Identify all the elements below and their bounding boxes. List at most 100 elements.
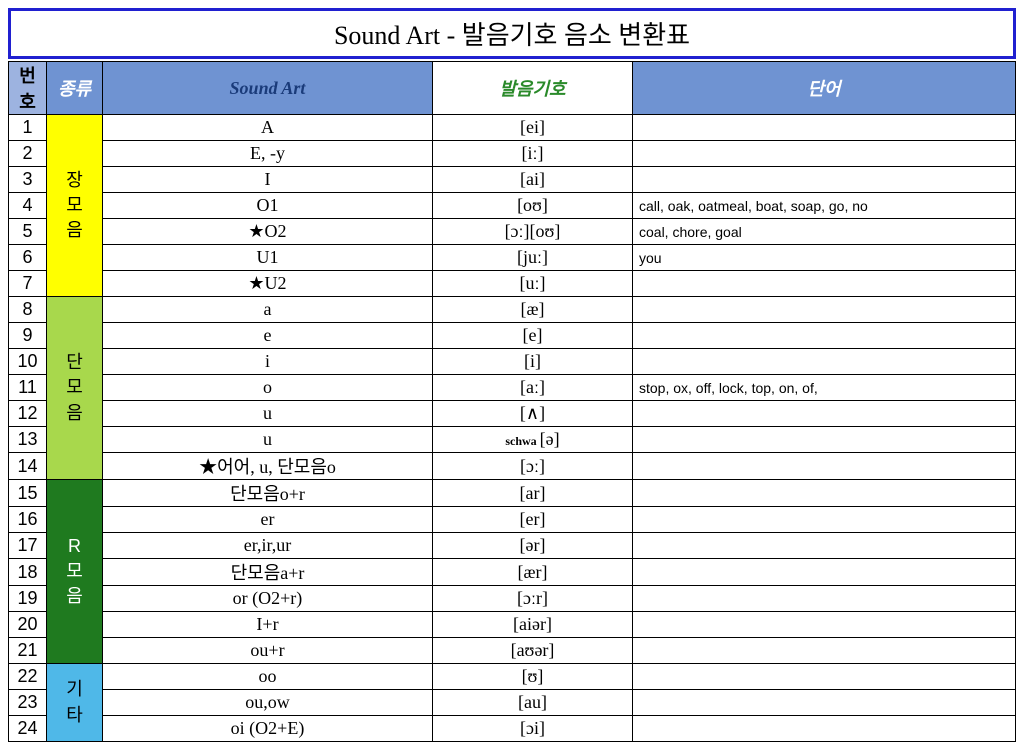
cell-ipa: [oʊ]: [433, 193, 633, 219]
cell-word: [633, 533, 1016, 559]
cell-sound-art: I: [103, 167, 433, 193]
cell-sound-art: i: [103, 349, 433, 375]
table-row: 15R 모 음단모음o+r[ar]: [9, 480, 1016, 507]
cell-sound-art: a: [103, 297, 433, 323]
table-row: 14★어어, u, 단모음o[ɔː]: [9, 453, 1016, 480]
page-title: Sound Art - 발음기호 음소 변환표: [8, 8, 1016, 59]
table-row: 11o[aː]stop, ox, off, lock, top, on, of,: [9, 375, 1016, 401]
table-row: 4O1[oʊ]call, oak, oatmeal, boat, soap, g…: [9, 193, 1016, 219]
cell-word: [633, 612, 1016, 638]
cell-sound-art: 단모음o+r: [103, 480, 433, 507]
cell-sound-art: ★U2: [103, 271, 433, 297]
cell-sound-art: A: [103, 115, 433, 141]
cell-num: 4: [9, 193, 47, 219]
table-row: 16er[er]: [9, 507, 1016, 533]
cell-sound-art: u: [103, 427, 433, 453]
cell-ipa: [æ]: [433, 297, 633, 323]
ipa-prefix: schwa: [505, 434, 539, 448]
cell-ipa: [∧]: [433, 401, 633, 427]
cell-word: [633, 323, 1016, 349]
cell-word: [633, 349, 1016, 375]
cell-sound-art: er,ir,ur: [103, 533, 433, 559]
cell-ipa: [ɔː][oʊ]: [433, 219, 633, 245]
cell-word: coal, chore, goal: [633, 219, 1016, 245]
group-label: 기 타: [47, 664, 103, 742]
table-row: 22기 타oo[ʊ]: [9, 664, 1016, 690]
cell-ipa: [juː]: [433, 245, 633, 271]
cell-sound-art: O1: [103, 193, 433, 219]
cell-sound-art: I+r: [103, 612, 433, 638]
cell-num: 13: [9, 427, 47, 453]
cell-word: [633, 297, 1016, 323]
cell-ipa: [ɔːr]: [433, 586, 633, 612]
cell-word: you: [633, 245, 1016, 271]
cell-ipa: [aiər]: [433, 612, 633, 638]
table-row: 24oi (O2+E)[ɔi]: [9, 716, 1016, 742]
cell-ipa: [ar]: [433, 480, 633, 507]
cell-sound-art: e: [103, 323, 433, 349]
cell-word: [633, 141, 1016, 167]
cell-sound-art: ★어어, u, 단모음o: [103, 453, 433, 480]
cell-ipa: [iː]: [433, 141, 633, 167]
cell-ipa: [e]: [433, 323, 633, 349]
cell-num: 22: [9, 664, 47, 690]
table-row: 17 er,ir,ur[ər]: [9, 533, 1016, 559]
table-row: 1장 모 음A[ei]: [9, 115, 1016, 141]
cell-num: 16: [9, 507, 47, 533]
cell-ipa: [au]: [433, 690, 633, 716]
cell-num: 23: [9, 690, 47, 716]
cell-word: [633, 664, 1016, 690]
cell-num: 19: [9, 586, 47, 612]
table-body: 1장 모 음A[ei]2E, -y[iː]3I[ai]4O1[oʊ]call, …: [9, 115, 1016, 742]
col-header-kind: 종류: [47, 62, 103, 115]
table-row: 23 ou,ow[au]: [9, 690, 1016, 716]
cell-ipa: [ai]: [433, 167, 633, 193]
col-header-art: Sound Art: [103, 62, 433, 115]
cell-sound-art: oo: [103, 664, 433, 690]
cell-word: [633, 453, 1016, 480]
cell-sound-art: o: [103, 375, 433, 401]
col-header-ipa: 발음기호: [433, 62, 633, 115]
cell-num: 17: [9, 533, 47, 559]
cell-sound-art: ★O2: [103, 219, 433, 245]
cell-sound-art: or (O2+r): [103, 586, 433, 612]
cell-ipa: [ər]: [433, 533, 633, 559]
cell-num: 9: [9, 323, 47, 349]
cell-num: 12: [9, 401, 47, 427]
cell-num: 20: [9, 612, 47, 638]
cell-sound-art: ou,ow: [103, 690, 433, 716]
cell-word: [633, 559, 1016, 586]
cell-num: 3: [9, 167, 47, 193]
cell-word: [633, 480, 1016, 507]
cell-word: [633, 427, 1016, 453]
group-label: 단 모 음: [47, 297, 103, 480]
cell-sound-art: 단모음a+r: [103, 559, 433, 586]
cell-ipa: [ɔː]: [433, 453, 633, 480]
cell-word: [633, 586, 1016, 612]
group-label: 장 모 음: [47, 115, 103, 297]
cell-sound-art: u: [103, 401, 433, 427]
cell-ipa: [ʊ]: [433, 664, 633, 690]
cell-word: [633, 638, 1016, 664]
cell-word: [633, 271, 1016, 297]
table-row: 2 E, -y[iː]: [9, 141, 1016, 167]
cell-num: 6: [9, 245, 47, 271]
cell-num: 2: [9, 141, 47, 167]
cell-word: [633, 115, 1016, 141]
cell-ipa: schwa [ə]: [433, 427, 633, 453]
cell-num: 11: [9, 375, 47, 401]
table-row: 5★O2[ɔː][oʊ]coal, chore, goal: [9, 219, 1016, 245]
cell-sound-art: E, -y: [103, 141, 433, 167]
cell-num: 24: [9, 716, 47, 742]
table-row: 18단모음a+r[ær]: [9, 559, 1016, 586]
cell-ipa: [aʊər]: [433, 638, 633, 664]
cell-ipa: [er]: [433, 507, 633, 533]
cell-sound-art: ou+r: [103, 638, 433, 664]
table-row: 6U1[juː]you: [9, 245, 1016, 271]
cell-ipa: [ei]: [433, 115, 633, 141]
cell-word: stop, ox, off, lock, top, on, of,: [633, 375, 1016, 401]
ipa-value: [ə]: [540, 429, 560, 449]
cell-sound-art: oi (O2+E): [103, 716, 433, 742]
cell-word: [633, 401, 1016, 427]
table-header-row: 번호 종류 Sound Art 발음기호 단어: [9, 62, 1016, 115]
